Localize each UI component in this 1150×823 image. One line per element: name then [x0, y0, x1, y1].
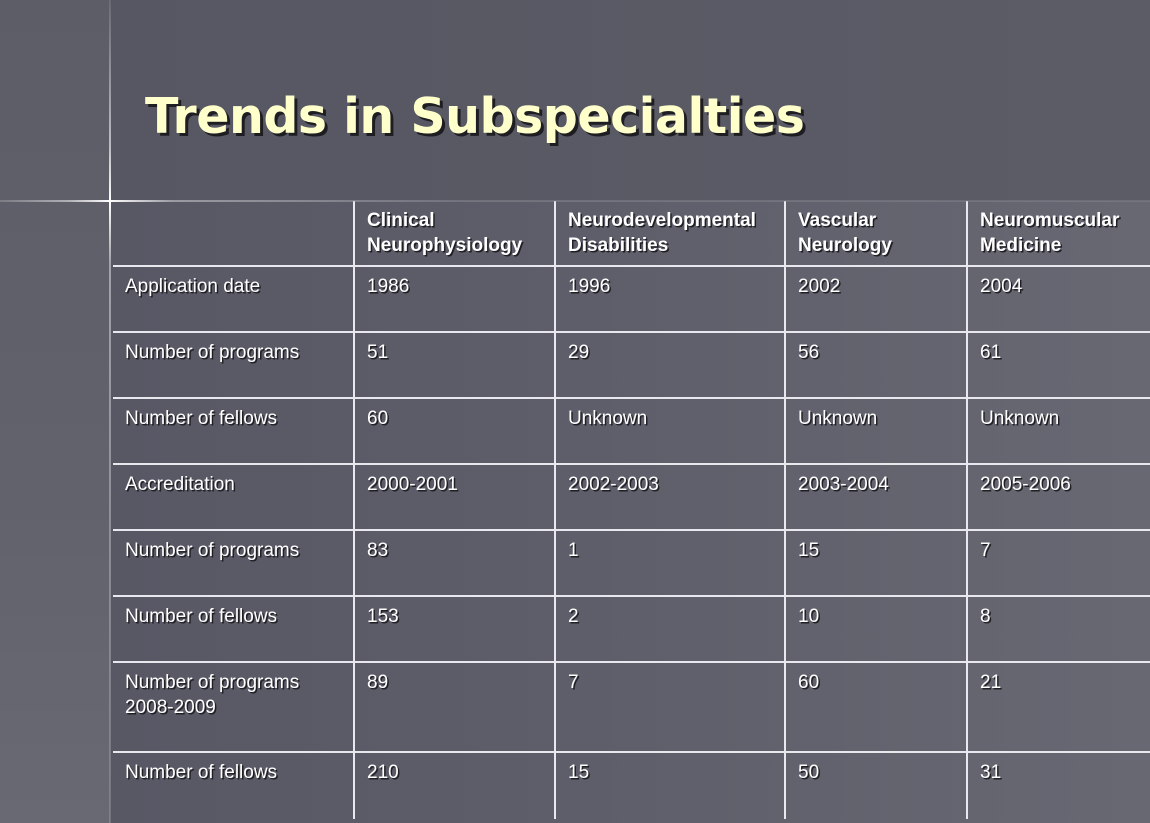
column-header-line1: Vascular	[798, 210, 877, 231]
row-label-subtext: 2008-2009	[125, 697, 216, 718]
row-label-text: Number of programs	[125, 540, 300, 561]
grid-line	[113, 661, 1150, 663]
table-cell: 1986	[367, 276, 410, 297]
row-label-text: Number of programs	[125, 342, 300, 363]
table-cell: 7	[980, 540, 991, 561]
row-label-text: Number of fellows	[125, 408, 278, 429]
grid-line	[113, 265, 1150, 267]
row-label-text: Accreditation	[125, 474, 235, 495]
left-decorative-strip	[0, 0, 110, 823]
column-header-line2: Disabilities	[568, 235, 669, 256]
table-cell: 60	[798, 672, 820, 693]
table-cell: 8	[980, 606, 991, 627]
table-cell: 210	[367, 762, 399, 783]
row-label-number-of-programs: Number of programs	[113, 333, 353, 397]
header-corner-cell	[113, 201, 353, 265]
column-header-line1: Neuromuscular	[980, 210, 1120, 231]
row-label-text: Number of fellows	[125, 606, 278, 627]
table-cell: 7	[568, 672, 579, 693]
row-label-number-of-fellows: Number of fellows	[113, 399, 353, 463]
row-label-application-date: Application date	[113, 267, 353, 331]
grid-line	[113, 529, 1150, 531]
grid-line	[966, 201, 968, 819]
column-header-vascular-neurology: Vascular Neurology	[786, 201, 966, 265]
grid-line	[113, 595, 1150, 597]
grid-line	[113, 397, 1150, 399]
table-cell: 2002-2003	[568, 474, 659, 495]
column-header-neuromuscular-medicine: Neuromuscular Medicine	[968, 201, 1150, 265]
table-cell: 1	[568, 540, 579, 561]
subspecialty-table: Clinical Neurophysiology Neurodevelopmen…	[113, 201, 1150, 823]
slide-title: Trends in Subspecialties	[145, 88, 805, 145]
table-cell: 83	[367, 540, 389, 561]
table-cell: 2003-2004	[798, 474, 889, 495]
table-cell: 15	[798, 540, 820, 561]
table-cell: 50	[798, 762, 820, 783]
table-cell: 60	[367, 408, 389, 429]
column-header-line2: Medicine	[980, 235, 1062, 256]
column-header-clinical-neurophysiology: Clinical Neurophysiology	[355, 201, 554, 265]
column-header-line1: Clinical	[367, 210, 435, 231]
row-label-text: Number of programs	[125, 672, 300, 693]
row-label-text: Number of fellows	[125, 762, 278, 783]
column-header-line1: Neurodevelopmental	[568, 210, 756, 231]
row-label-accreditation: Accreditation	[113, 465, 353, 529]
grid-line	[113, 751, 1150, 753]
grid-line	[353, 201, 355, 819]
row-label-number-of-programs-2008-2009: Number of programs 2008-2009	[113, 663, 353, 751]
decorative-horizontal-line	[0, 200, 1150, 202]
table-cell: Unknown	[568, 408, 648, 429]
row-label-text: Application date	[125, 276, 261, 297]
column-header-neurodevelopmental-disabilities: Neurodevelopmental Disabilities	[556, 201, 784, 265]
table-cell: 89	[367, 672, 389, 693]
table-cell: 153	[367, 606, 399, 627]
table-cell: 21	[980, 672, 1002, 693]
title-band	[110, 0, 1150, 201]
table-cell: 1996	[568, 276, 611, 297]
grid-line	[554, 201, 556, 819]
table-cell: 51	[367, 342, 389, 363]
grid-line	[113, 463, 1150, 465]
row-label-number-of-programs: Number of programs	[113, 531, 353, 595]
row-label-number-of-fellows: Number of fellows	[113, 753, 353, 819]
grid-line	[784, 201, 786, 819]
table-cell: 56	[798, 342, 820, 363]
table-cell: 2000-2001	[367, 474, 458, 495]
table-cell: Unknown	[980, 408, 1060, 429]
table-cell: Unknown	[798, 408, 878, 429]
decorative-vertical-line	[109, 0, 111, 823]
column-header-line2: Neurology	[798, 235, 892, 256]
table-cell: 2	[568, 606, 579, 627]
grid-line	[113, 331, 1150, 333]
row-label-number-of-fellows: Number of fellows	[113, 597, 353, 661]
table-cell: 61	[980, 342, 1002, 363]
table-cell: 2002	[798, 276, 841, 297]
table-cell: 2005-2006	[980, 474, 1071, 495]
table-cell: 15	[568, 762, 590, 783]
column-header-line2: Neurophysiology	[367, 235, 523, 256]
table-cell: 31	[980, 762, 1002, 783]
table-cell: 2004	[980, 276, 1023, 297]
table-cell: 29	[568, 342, 590, 363]
table-cell: 10	[798, 606, 820, 627]
